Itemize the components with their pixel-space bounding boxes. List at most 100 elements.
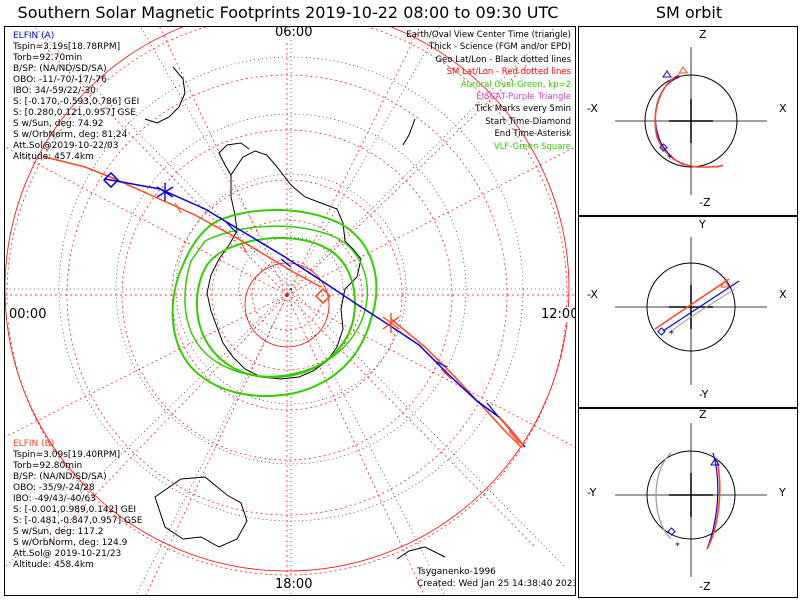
legend-item: VLF-Green Square: [493, 141, 571, 152]
auroral-oval-outer: [171, 209, 378, 397]
elfin-a-line: Altitude: 457.4km: [13, 152, 94, 162]
sm-orbit-yz: *: [615, 423, 767, 577]
elfin-b-line: S w/OrbNorm, deg: 124.9: [13, 538, 128, 548]
axis-label-right: Y: [779, 486, 786, 499]
australia-outline: [154, 476, 248, 548]
axis-label-left: -Y: [587, 486, 597, 499]
sm-orbit-xz-asterisk: *: [667, 153, 672, 164]
elfin-a-info: ELFIN (A) Tspin=3.19s[18.78RPM] Torb=92.…: [13, 31, 139, 163]
elfin-b-line: OBO: -35/9/-24/28: [13, 483, 95, 493]
sm-orbit-xy: *: [615, 237, 767, 385]
model-credit: Tsyganenko-1996: [417, 567, 496, 577]
sm-orbit-b-yz: [706, 458, 721, 550]
sm-orbit-a-xy: [662, 280, 740, 332]
axis-label-right: X: [779, 288, 787, 301]
sm-orbit-a-yz: [706, 452, 719, 550]
created-timestamp: Created: Wed Jan 25 14:38:40 2023: [417, 579, 576, 589]
axis-label-bottom: -Y: [699, 388, 709, 401]
elfin-a-line: S: [0.280,0.121,0.957] GSE: [13, 108, 136, 118]
sm-orbit-xz-start: [659, 143, 668, 152]
elfin-a-line: Att.Sol@2019-10-22/03: [13, 141, 119, 151]
elfin-b-ticks: [174, 202, 520, 444]
sm-pole-circle: [244, 262, 330, 348]
clock-label-bottom: 18:00: [273, 577, 315, 592]
footprint-map-panel: 06:00 00:00 12:00 18:00 ELFIN (A) Tspin=…: [4, 26, 576, 596]
legend-item: Start Time-Diamond: [485, 116, 571, 127]
plot-title: Southern Solar Magnetic Footprints 2019-…: [17, 3, 559, 22]
legend-item: Auroral Oval-Green, kp=2: [460, 79, 571, 90]
elfin-b-line: S: [-0.001,0.989,0.142] GEI: [13, 505, 137, 515]
clock-label-right: 12:00: [539, 307, 575, 322]
elfin-b-name: ELFIN (B): [13, 439, 55, 449]
sm-orbit-panel-xy: * Y -Y -X X: [578, 216, 798, 408]
earth-circle: [646, 450, 736, 540]
earth-circle: [646, 262, 736, 352]
elfin-a-track-science: [498, 416, 524, 446]
clock-label-left: 00:00: [7, 307, 49, 322]
legend-item: Thick - Science (FGM and/or EPD): [428, 42, 571, 53]
elfin-a-line: Tspin=3.19s[18.78RPM]: [13, 42, 121, 52]
sm-orbit-xz: *: [615, 47, 767, 195]
elfin-b-line: Tspin=3.09s[19.40RPM]: [13, 450, 121, 460]
legend-item: SM Lat/Lon - Red dotted lines: [446, 67, 571, 78]
elfin-b-line: S w/Sun, deg: 117.2: [13, 527, 104, 537]
legend-item: EISCAT-Purple Triangle: [476, 92, 571, 103]
elfin-b-line: S: [-0.481,-0.847,0.957] GSE: [13, 516, 143, 526]
antarctica-outline: [206, 150, 362, 380]
elfin-a-ticks: [226, 222, 498, 416]
elfin-a-line: Torb=92.70min: [13, 53, 83, 63]
elfin-b-end-asterisk: [382, 313, 400, 333]
africa-outline: [396, 546, 446, 560]
axis-label-top: Z: [699, 408, 707, 421]
elfin-a-line: S w/Sun, deg: 74.92: [13, 119, 104, 129]
elfin-b-info: ELFIN (B) Tspin=3.09s[19.40RPM] Torb=92.…: [13, 439, 142, 571]
sm-orbit-yz-start: [667, 527, 676, 536]
legend-item: Tick Marks every 5min: [475, 104, 571, 115]
elfin-b-track-1: [44, 156, 322, 288]
legend-item: Geo Lat/Lon - Black dotted lines: [435, 54, 571, 65]
axis-label-right: X: [779, 102, 787, 115]
auroral-oval-inner: [195, 236, 356, 379]
clock-label-top: 06:00: [273, 26, 315, 40]
sm-orbit-panel-xz: * Z -Z -X X: [578, 26, 798, 216]
auroral-oval-outer-loop: [184, 225, 369, 378]
elfin-b-start-diamond: [314, 287, 332, 305]
axis-label-bottom: -Z: [699, 196, 711, 209]
axis-label-left: -X: [587, 102, 598, 115]
elfin-a-start-diamond: [102, 171, 120, 189]
elfin-a-end-asterisk: [156, 183, 174, 201]
new-zealand-outline: [402, 118, 416, 146]
elfin-b-line: Altitude: 458.4km: [13, 560, 94, 570]
elfin-a-line: S: [-0.170,-0.593,0.786] GEI: [13, 97, 140, 107]
elfin-b-line: B/SP: (NA/ND/SD/SA): [13, 472, 107, 482]
sm-orbit-b-xz: [654, 74, 724, 168]
south-america-outline: [144, 66, 186, 124]
sm-orbit-yz-triangle: [710, 458, 720, 466]
antarctic-peninsula: [218, 142, 250, 176]
legend-item: End Time-Asterisk: [494, 129, 571, 140]
elfin-b-line: Att.Sol@ 2019-10-21/23: [13, 549, 122, 559]
legend: Earth/Oval View Center Time (triangle) T…: [406, 29, 571, 153]
sm-orbit-gray-xy: [668, 288, 736, 334]
axis-label-top: Y: [699, 218, 706, 231]
sm-orbit-xy-triangle: [720, 280, 730, 288]
axis-label-top: Z: [699, 28, 707, 41]
sm-orbit-xz-triangle: [678, 66, 688, 74]
legend-item: Earth/Oval View Center Time (triangle): [406, 30, 571, 40]
elfin-a-line: IBO: 34/-59/22/-30: [13, 86, 96, 96]
sm-orbit-gray-yz: [655, 452, 672, 540]
geo-grid: [5, 27, 575, 595]
sm-orbit-xz-eiscat: [662, 70, 672, 78]
sm-orbit-yz-asterisk: *: [675, 541, 680, 552]
elfin-a-name: ELFIN (A): [13, 31, 55, 41]
axis-label-left: -X: [587, 288, 598, 301]
elfin-a-line: OBO: -11/-70/-17/-76: [13, 75, 107, 85]
sm-boundary-circle: [5, 27, 570, 572]
axis-label-bottom: -Z: [699, 580, 711, 593]
sm-orbit-xy-asterisk: *: [669, 329, 674, 340]
sm-orbit-title: SM orbit: [655, 3, 723, 22]
geo-circle-3: [115, 113, 467, 465]
elfin-b-track-2: [390, 318, 522, 448]
elfin-a-track: [104, 178, 526, 448]
footprint-map: [5, 27, 575, 595]
